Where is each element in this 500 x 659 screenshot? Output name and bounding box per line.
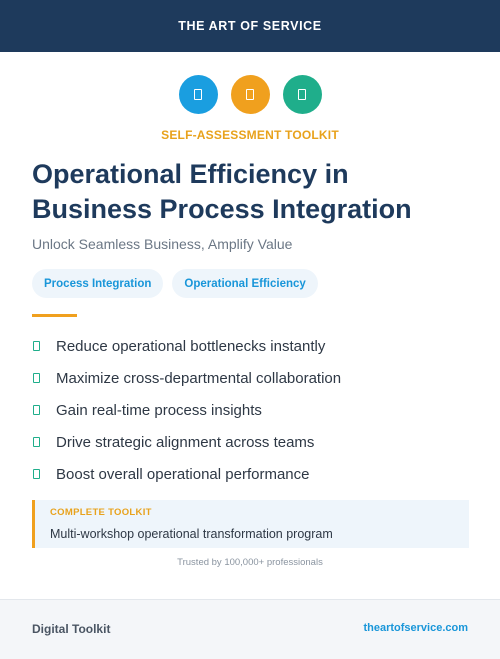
benefit-item: Reduce operational bottlenecks instantly [32, 330, 341, 362]
document-icon [246, 89, 254, 100]
check-icon [33, 373, 40, 383]
footer-website-link[interactable]: theartofservice.com [363, 622, 468, 634]
check-icon [33, 437, 40, 447]
tag-list: Process Integration Operational Efficien… [32, 269, 318, 298]
benefit-item: Maximize cross-departmental collaboratio… [32, 362, 341, 394]
brand-name: THE ART OF SERVICE [178, 19, 322, 33]
accent-divider [32, 314, 77, 317]
icon-row [0, 75, 500, 114]
benefit-text: Maximize cross-departmental collaboratio… [56, 369, 342, 387]
document-icon [194, 89, 202, 100]
document-icon [298, 89, 306, 100]
callout-label: COMPLETE TOOLKIT [50, 507, 152, 518]
page-subtitle: Unlock Seamless Business, Amplify Value [32, 236, 293, 252]
toolkit-kicker: SELF-ASSESSMENT TOOLKIT [161, 128, 339, 142]
footer-product-type: Digital Toolkit [32, 622, 111, 636]
check-icon [33, 469, 40, 479]
tag-operational-efficiency: Operational Efficiency [172, 269, 318, 298]
benefit-text: Gain real-time process insights [56, 401, 262, 419]
benefit-text: Boost overall operational performance [56, 465, 310, 483]
document-icon-orange [230, 75, 270, 114]
benefit-item: Boost overall operational performance [32, 458, 341, 490]
benefit-text: Reduce operational bottlenecks instantly [56, 337, 326, 355]
page-title: Operational Efficiency in Business Proce… [32, 159, 412, 224]
trust-statement: Trusted by 100,000+ professionals [177, 557, 323, 568]
benefit-list: Reduce operational bottlenecks instantly… [32, 330, 341, 490]
footer-bar: Digital Toolkit theartofservice.com [0, 599, 500, 659]
document-icon-blue [178, 75, 218, 114]
check-icon [33, 341, 40, 351]
benefit-text: Drive strategic alignment across teams [56, 433, 315, 451]
callout-description: Multi-workshop operational transformatio… [50, 527, 333, 541]
complete-toolkit-callout: COMPLETE TOOLKIT Multi-workshop operatio… [32, 500, 469, 548]
benefit-item: Drive strategic alignment across teams [32, 426, 341, 458]
tag-process-integration: Process Integration [32, 269, 164, 298]
check-icon [33, 405, 40, 415]
header-bar: THE ART OF SERVICE [0, 0, 500, 52]
benefit-item: Gain real-time process insights [32, 394, 341, 426]
document-icon-green [282, 75, 322, 114]
